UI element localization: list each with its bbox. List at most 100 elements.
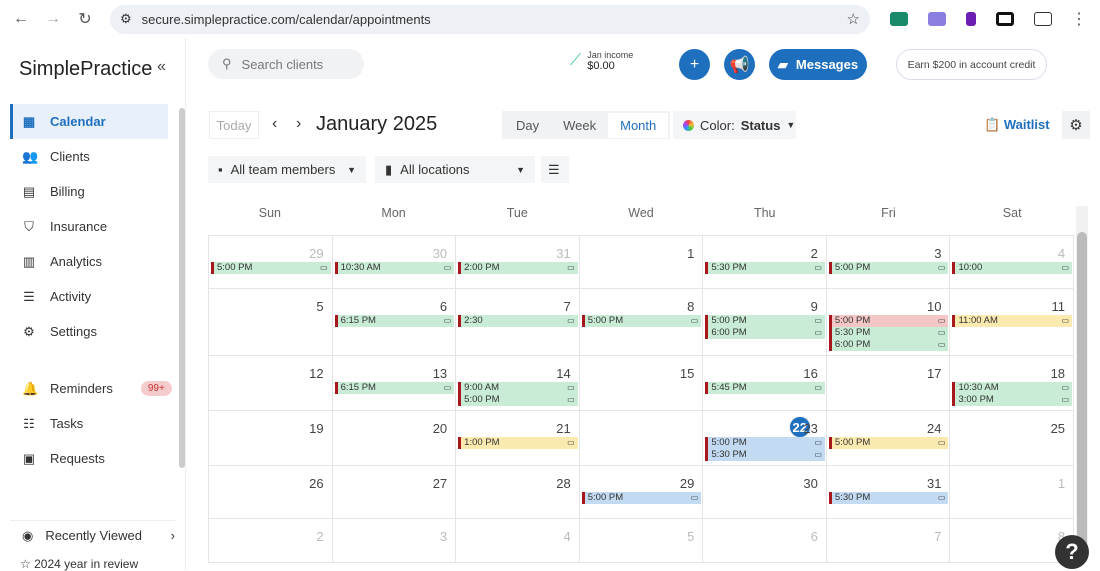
day-cell[interactable]: 20	[332, 411, 457, 466]
appointment[interactable]: 5:30 PM ▭	[705, 262, 825, 274]
add-button[interactable]: +	[679, 49, 710, 80]
sidebar-item-billing[interactable]: ▤ Billing	[10, 174, 168, 209]
appointment[interactable]: 5:00 PM ▭	[828, 315, 949, 327]
view-month[interactable]: Month	[608, 112, 669, 138]
search-input[interactable]: ⚲ Search clients	[208, 49, 364, 79]
day-cell[interactable]: 2	[209, 519, 333, 563]
day-cell[interactable]: 27	[332, 466, 457, 519]
day-cell[interactable]: 12	[209, 356, 333, 411]
appointment[interactable]: 5:00 PM ▭	[581, 315, 702, 327]
address-bar[interactable]: ⚙ secure.simplepractice.com/calendar/app…	[110, 4, 870, 34]
day-cell[interactable]: 4 10:00 ▭	[950, 236, 1075, 289]
day-cell[interactable]: 29 5:00 PM ▭	[209, 236, 333, 289]
day-cell[interactable]: 30	[703, 466, 827, 519]
extensions-puzzle-icon[interactable]	[1034, 12, 1052, 26]
team-filter[interactable]: ▪ All team members ▼	[208, 156, 366, 183]
collapse-sidebar-icon[interactable]: «	[157, 58, 166, 75]
extension-icon[interactable]	[890, 12, 908, 26]
filter-settings-button[interactable]: ☰	[541, 156, 569, 183]
day-cell[interactable]: 23 5:00 PM ▭ 5:30 PM ▭	[703, 411, 827, 466]
sidebar-item-tasks[interactable]: ☷ Tasks	[10, 406, 168, 441]
day-cell[interactable]: 1	[579, 236, 704, 289]
day-cell[interactable]: 16 5:45 PM ▭	[703, 356, 827, 411]
year-in-review-link[interactable]: ☆ 2024 year in review	[20, 557, 139, 571]
day-cell[interactable]: 25	[950, 411, 1075, 466]
appointment[interactable]: 10:00 ▭	[952, 262, 1073, 274]
appointment[interactable]: 10:30 AM ▭	[334, 262, 455, 274]
day-cell[interactable]: 6	[703, 519, 827, 563]
appointment[interactable]: 5:30 PM ▭	[705, 449, 825, 461]
messages-button[interactable]: ▰ Messages	[769, 49, 867, 80]
day-cell[interactable]: 26	[209, 466, 333, 519]
day-cell[interactable]: 7 2:30 ▭	[456, 289, 580, 356]
calendar-scrollbar[interactable]	[1076, 206, 1088, 562]
back-icon[interactable]: ←	[13, 10, 29, 27]
appointment[interactable]: 6:00 PM ▭	[828, 339, 949, 351]
reload-icon[interactable]: ↻	[78, 11, 92, 28]
sidebar-item-clients[interactable]: 👥 Clients	[10, 139, 168, 174]
appointment[interactable]: 10:30 AM ▭	[952, 382, 1073, 394]
appointment[interactable]: 6:15 PM ▭	[334, 382, 455, 394]
day-cell[interactable]: 1	[950, 466, 1075, 519]
day-cell[interactable]: 24 5:00 PM ▭	[826, 411, 951, 466]
appointment[interactable]: 9:00 AM ▭	[458, 382, 578, 394]
sidebar-item-calendar[interactable]: ▦ Calendar	[10, 104, 168, 139]
appointment[interactable]: 6:15 PM ▭	[334, 315, 455, 327]
sidebar-scrollbar[interactable]	[179, 108, 185, 468]
location-filter[interactable]: ▮ All locations ▼	[375, 156, 535, 183]
appointment[interactable]: 6:00 PM ▭	[705, 327, 825, 339]
appointment[interactable]: 5:00 PM ▭	[705, 315, 825, 327]
sidebar-item-settings[interactable]: ⚙ Settings	[10, 314, 168, 349]
appointment[interactable]: 1:00 PM ▭	[458, 437, 578, 449]
help-button[interactable]: ?	[1055, 535, 1089, 569]
day-cell[interactable]: 29 5:00 PM ▭	[579, 466, 704, 519]
forward-icon[interactable]: →	[45, 10, 61, 27]
day-cell[interactable]: 10 5:00 PM ▭ 5:30 PM ▭ 6:00 PM ▭	[826, 289, 951, 356]
income-widget[interactable]: ⟋ Jan income $0.00	[570, 50, 633, 72]
appointment[interactable]: 5:00 PM ▭	[211, 262, 331, 274]
color-dropdown[interactable]: Color: Status ▼	[673, 111, 796, 139]
day-cell[interactable]: 11 11:00 AM ▭	[950, 289, 1075, 356]
day-cell[interactable]: 18 10:30 AM ▭ 3:00 PM ▭	[950, 356, 1075, 411]
view-week[interactable]: Week	[563, 117, 597, 133]
day-cell[interactable]: 19	[209, 411, 333, 466]
day-cell[interactable]: 5	[209, 289, 333, 356]
sidebar-item-analytics[interactable]: ▥ Analytics	[10, 244, 168, 279]
day-cell[interactable]: 3 5:00 PM ▭	[826, 236, 951, 289]
browser-menu-icon[interactable]: ⋮	[1071, 11, 1087, 28]
waitlist-button[interactable]: 📋 Waitlist	[984, 117, 1050, 133]
calendar-settings-button[interactable]: ⚙	[1062, 111, 1090, 139]
appointment[interactable]: 5:30 PM ▭	[828, 492, 949, 504]
appointment[interactable]: 2:30 ▭	[458, 315, 578, 327]
extension-icon[interactable]	[928, 12, 946, 26]
view-day[interactable]: Day	[516, 117, 540, 133]
appointment[interactable]: 5:00 PM ▭	[705, 437, 825, 449]
day-cell[interactable]: 30 10:30 AM ▭	[332, 236, 457, 289]
day-cell[interactable]: 8 5:00 PM ▭	[579, 289, 704, 356]
day-cell[interactable]: 7	[826, 519, 951, 563]
day-cell[interactable]: 14 9:00 AM ▭ 5:00 PM ▭	[456, 356, 580, 411]
appointment[interactable]: 5:00 PM ▭	[581, 492, 702, 504]
sidebar-item-activity[interactable]: ☰ Activity	[10, 279, 168, 314]
day-cell[interactable]: 2 5:30 PM ▭	[703, 236, 827, 289]
day-cell[interactable]: 3	[332, 519, 457, 563]
sidebar-item-insurance[interactable]: ⛉ Insurance	[10, 209, 168, 244]
extension-icon[interactable]	[996, 12, 1014, 26]
today-button[interactable]: Today	[209, 111, 259, 139]
appointment[interactable]: 3:00 PM ▭	[952, 394, 1073, 406]
recently-viewed[interactable]: ◉ Recently Viewed ›	[10, 520, 175, 550]
next-month-icon[interactable]: ›	[296, 115, 302, 132]
appointment[interactable]: 11:00 AM ▭	[952, 315, 1073, 327]
appointment[interactable]: 5:00 PM ▭	[828, 437, 949, 449]
day-cell[interactable]: 15	[579, 356, 704, 411]
day-cell[interactable]: 6 6:15 PM ▭	[332, 289, 457, 356]
day-cell[interactable]: 21 1:00 PM ▭	[456, 411, 580, 466]
prev-month-icon[interactable]: ‹	[272, 115, 278, 132]
day-cell[interactable]: 31 2:00 PM ▭	[456, 236, 580, 289]
site-settings-icon[interactable]: ⚙	[120, 11, 132, 26]
day-cell[interactable]: 22	[579, 411, 811, 466]
day-cell[interactable]: 5	[579, 519, 704, 563]
appointment[interactable]: 5:00 PM ▭	[458, 394, 578, 406]
bookmark-star-icon[interactable]: ☆	[846, 11, 860, 28]
extension-icon[interactable]	[966, 12, 976, 26]
